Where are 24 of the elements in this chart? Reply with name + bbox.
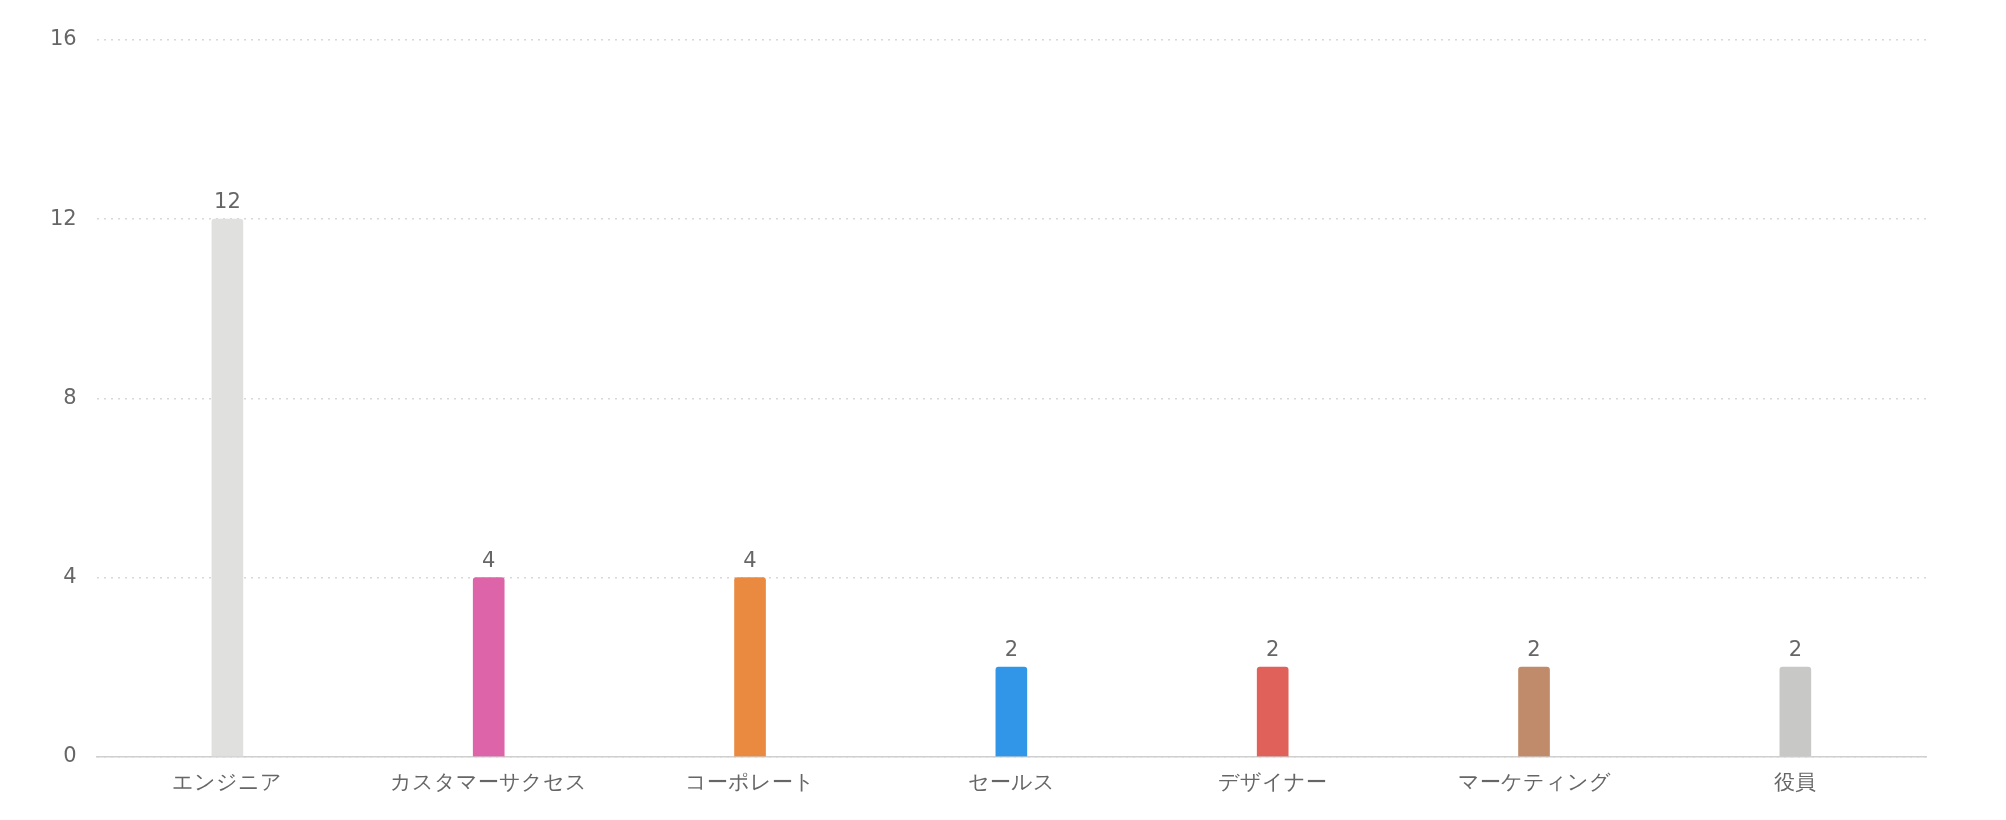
bar xyxy=(995,666,1028,757)
y-tick-label: 4 xyxy=(63,564,77,589)
x-tick-label: 役員 xyxy=(1774,769,1817,794)
bar xyxy=(1518,666,1550,757)
x-tick-label: セールス xyxy=(967,769,1055,794)
bar xyxy=(734,577,766,757)
data-label: 4 xyxy=(482,547,496,572)
data-label: 2 xyxy=(1527,637,1541,662)
x-tick-label: デザイナー xyxy=(1218,769,1328,794)
y-tick-label: 12 xyxy=(49,205,77,230)
y-tick-label: 8 xyxy=(63,384,77,409)
y-tick-label: 0 xyxy=(63,743,77,768)
x-tick-label: カスタマーサクセス xyxy=(390,769,588,794)
data-label: 2 xyxy=(1788,637,1803,662)
x-tick-label: エンジニア xyxy=(172,769,283,794)
bar xyxy=(472,577,505,757)
x-tick-label: コーポレート xyxy=(685,769,816,794)
x-tick-label: マーケティング xyxy=(1457,769,1611,794)
data-label: 4 xyxy=(743,547,757,572)
data-label: 12 xyxy=(214,189,241,214)
y-tick-label: 16 xyxy=(49,26,77,51)
bar xyxy=(1256,666,1289,757)
data-label: 2 xyxy=(1266,637,1280,662)
data-label: 2 xyxy=(1004,637,1019,662)
